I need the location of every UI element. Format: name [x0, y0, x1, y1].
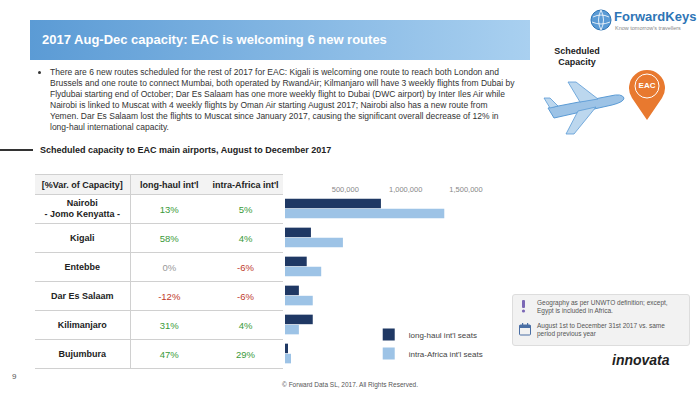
html-text:9: 9	[12, 372, 17, 381]
html-text:29%: 29%	[236, 348, 255, 360]
html-text:Dar Es Salaam: Dar Es Salaam	[51, 290, 114, 301]
html-text:-6%: -6%	[237, 261, 254, 273]
html-text:-6%: -6%	[237, 290, 254, 302]
svg-text:1,000,000: 1,000,000	[389, 185, 422, 194]
html-text:[%Var. of Capacity]: [%Var. of Capacity]	[41, 179, 123, 190]
html-text:Scheduled capacity to EAC main: Scheduled capacity to EAC main airports,…	[40, 145, 332, 155]
html-text:Scheduled Capacity: Scheduled Capacity	[554, 46, 600, 67]
html-text:There are 6 new routes schedul: There are 6 new routes scheduled for the…	[50, 67, 515, 132]
svg-text:500,000: 500,000	[332, 185, 359, 194]
html-text:58%: 58%	[159, 232, 179, 244]
html-text:Nairobi - Jomo Kenyatta -: Nairobi - Jomo Kenyatta -	[44, 198, 120, 219]
html-text:Geography as per UNWTO definit: Geography as per UNWTO definition; excep…	[537, 299, 668, 314]
html-text:Kilimanjaro: Kilimanjaro	[57, 319, 107, 330]
html-text:-12%: -12%	[158, 290, 181, 302]
html-text:0%: 0%	[162, 261, 177, 273]
html-text:4%: 4%	[238, 319, 253, 331]
html-text:ForwardKeys: ForwardKeys	[614, 9, 697, 24]
html-text:August 1st to December 31st 20: August 1st to December 31st 2017 vs. sam…	[537, 322, 665, 337]
html-text:EAC: EAC	[638, 81, 656, 90]
html-text:Entebbe: Entebbe	[64, 261, 100, 272]
html-text:31%: 31%	[159, 319, 179, 331]
html-text:innovata: innovata	[612, 352, 670, 368]
html-text:intra-Africa int'l: intra-Africa int'l	[212, 179, 279, 190]
svg-text:1,500,000: 1,500,000	[449, 185, 482, 194]
svg-text:intra-Africa int'l seats: intra-Africa int'l seats	[409, 350, 483, 359]
html-text:4%: 4%	[238, 232, 253, 244]
html-text:long-haul int'l: long-haul int'l	[139, 179, 199, 190]
svg-text:long-haul int'l seats: long-haul int'l seats	[409, 331, 477, 340]
html-text:Bujumbura: Bujumbura	[58, 348, 106, 359]
html-text:Kigali: Kigali	[70, 232, 95, 243]
html-text:Know tomorrow's travellers: Know tomorrow's travellers	[615, 25, 681, 31]
html-text:© Forward Data SL, 2017. All R: © Forward Data SL, 2017. All Rights Rese…	[282, 381, 418, 388]
html-text:13%: 13%	[159, 203, 179, 215]
html-text:2017 Aug-Dec capacity: EAC is: 2017 Aug-Dec capacity: EAC is welcoming …	[42, 32, 387, 47]
html-text:5%: 5%	[238, 203, 253, 215]
html-text:47%: 47%	[159, 348, 179, 360]
